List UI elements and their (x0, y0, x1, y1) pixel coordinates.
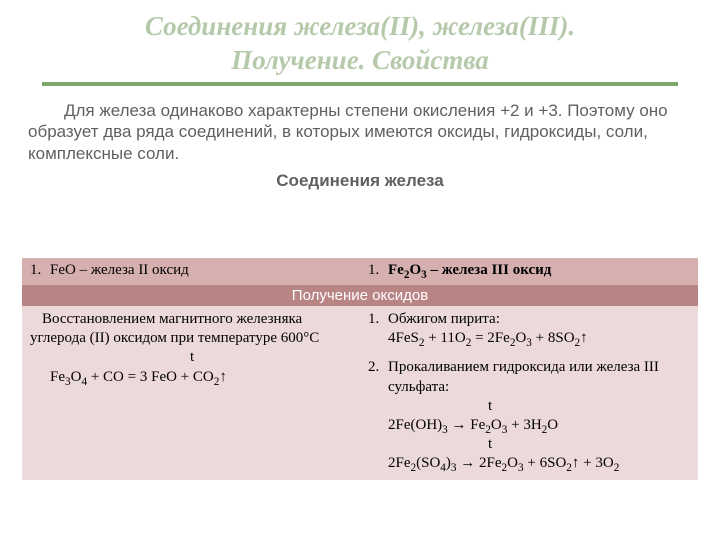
right-m2-eq2: 2Fe2(SO4)3 → 2Fe2O3 + 6SO2↑ + 3O2 (388, 454, 690, 473)
methods-cell-right: 1. Обжигом пирита: 4FeS2 + 11O2 = 2Fe2O3… (360, 306, 698, 480)
header-right-text: Fe2O3 – железа III оксид (388, 262, 690, 279)
table-header-row: 1. FeO – железа II оксид 1. Fe2O3 – желе… (22, 258, 698, 285)
header-left-text: FeO – железа II оксид (50, 262, 352, 279)
title-block: Соединения железа(II), железа(III). Полу… (0, 0, 720, 86)
list-number: 1. (368, 262, 388, 279)
temp-label: t (388, 435, 690, 454)
title-line-1: Соединения железа(II), железа(III). (145, 11, 575, 41)
header-cell-right: 1. Fe2O3 – железа III оксид (360, 258, 698, 285)
intro-paragraph: Для железа одинаково характерны степени … (0, 86, 720, 165)
temp-label: t (388, 397, 690, 416)
header-cell-left: 1. FeO – железа II оксид (22, 258, 360, 285)
temp-label: t (30, 348, 352, 367)
table-methods-row: Восстановлением магнитного железняка угл… (22, 306, 698, 480)
methods-cell-left: Восстановлением магнитного железняка угл… (22, 306, 360, 480)
right-m2-label: Прокаливанием гидроксида или железа III … (388, 358, 690, 396)
right-m1-eq: 4FeS2 + 11O2 = 2Fe2O3 + 8SO2↑ (388, 329, 690, 348)
left-equation: Fe3O4 + CO = 3 FeO + CO2↑ (30, 368, 352, 387)
list-number: 1. (30, 262, 50, 279)
title-line-2: Получение. Свойства (231, 45, 489, 75)
table-section-row: Получение оксидов (22, 285, 698, 306)
slide-title: Соединения железа(II), железа(III). Полу… (30, 10, 690, 78)
list-number: 2. (368, 358, 388, 473)
slide: Соединения железа(II), железа(III). Полу… (0, 0, 720, 540)
list-number: 1. (368, 310, 388, 348)
left-method-desc: Восстановлением магнитного железняка угл… (30, 310, 352, 348)
right-m2-eq1: 2Fe(OH)3 → Fe2O3 + 3H2O (388, 416, 690, 435)
right-m1-label: Обжигом пирита: (388, 310, 690, 329)
compounds-table: 1. FeO – железа II оксид 1. Fe2O3 – желе… (22, 258, 698, 480)
subheading: Соединения железа (0, 171, 720, 191)
section-label: Получение оксидов (22, 285, 698, 306)
